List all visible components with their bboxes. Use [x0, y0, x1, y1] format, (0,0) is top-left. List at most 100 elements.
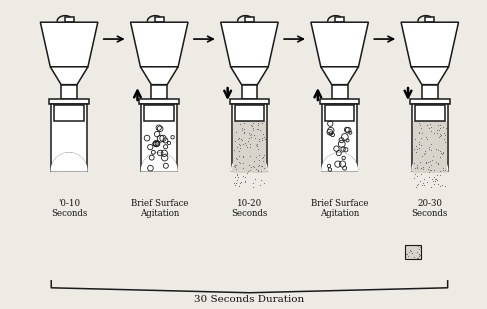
Point: [240, 126, 247, 131]
Point: [415, 130, 423, 135]
Polygon shape: [311, 22, 368, 67]
Point: [418, 131, 426, 136]
Point: [431, 179, 438, 184]
Point: [411, 161, 418, 166]
Point: [427, 162, 435, 167]
Bar: [230, 99, 269, 104]
Point: [411, 254, 418, 259]
Point: [426, 121, 434, 126]
Point: [249, 181, 257, 186]
Point: [249, 185, 257, 190]
Point: [439, 151, 447, 156]
Point: [246, 132, 254, 137]
Point: [254, 126, 262, 131]
Point: [417, 126, 425, 131]
Point: [425, 125, 433, 130]
Point: [433, 172, 441, 177]
Point: [415, 252, 423, 257]
Point: [441, 140, 449, 145]
Point: [433, 177, 441, 182]
Point: [241, 180, 249, 184]
Point: [436, 154, 444, 159]
Point: [414, 244, 422, 249]
Point: [416, 159, 424, 164]
Point: [435, 128, 443, 133]
Point: [433, 130, 441, 135]
Point: [409, 251, 416, 256]
Bar: [415, 105, 445, 121]
Point: [422, 159, 430, 164]
Point: [424, 167, 431, 172]
Point: [410, 147, 418, 152]
Point: [415, 251, 423, 256]
Point: [246, 142, 254, 147]
Point: [236, 142, 244, 147]
Point: [436, 168, 444, 173]
Point: [255, 139, 263, 144]
Polygon shape: [40, 22, 98, 67]
Point: [423, 137, 431, 142]
Point: [430, 178, 437, 183]
Point: [230, 148, 238, 153]
Polygon shape: [231, 67, 268, 85]
Point: [419, 166, 427, 171]
Point: [231, 183, 239, 188]
Point: [253, 143, 261, 148]
Polygon shape: [131, 22, 188, 67]
Point: [415, 146, 423, 151]
Point: [254, 121, 262, 126]
Text: Brief Surface
Agitation: Brief Surface Agitation: [311, 199, 368, 218]
Polygon shape: [51, 153, 87, 171]
Point: [414, 182, 422, 187]
Point: [249, 125, 257, 130]
Point: [257, 178, 265, 183]
Bar: [51, 104, 87, 171]
Bar: [425, 17, 434, 22]
Point: [426, 164, 433, 169]
Point: [261, 136, 269, 141]
Point: [252, 143, 260, 148]
Bar: [242, 85, 257, 99]
Text: 30 Seconds Duration: 30 Seconds Duration: [194, 295, 304, 304]
Bar: [320, 99, 359, 104]
Point: [412, 249, 420, 254]
Point: [242, 143, 250, 148]
Point: [428, 148, 435, 153]
Point: [422, 161, 430, 166]
Point: [243, 170, 251, 175]
Point: [244, 169, 251, 174]
Point: [249, 163, 257, 168]
Point: [260, 153, 267, 158]
Point: [250, 158, 258, 163]
Point: [420, 182, 428, 187]
Polygon shape: [233, 154, 266, 171]
Point: [249, 120, 257, 125]
Point: [413, 173, 421, 178]
Point: [257, 163, 265, 168]
Point: [412, 185, 420, 190]
Bar: [335, 17, 344, 22]
Point: [405, 250, 413, 255]
Point: [238, 128, 246, 133]
Point: [428, 142, 435, 147]
Bar: [233, 121, 266, 173]
Point: [242, 140, 249, 145]
Point: [254, 169, 262, 174]
Point: [236, 180, 244, 185]
Point: [246, 167, 254, 172]
Polygon shape: [401, 22, 459, 67]
Bar: [232, 104, 267, 171]
Point: [413, 147, 421, 152]
Bar: [155, 17, 164, 22]
Point: [259, 159, 267, 164]
Point: [416, 122, 424, 127]
Point: [236, 146, 244, 151]
Point: [255, 157, 263, 162]
Point: [232, 180, 240, 185]
Point: [245, 136, 253, 141]
Point: [234, 145, 242, 150]
Point: [432, 159, 440, 164]
Point: [235, 154, 243, 159]
Point: [231, 163, 239, 167]
Bar: [139, 99, 179, 104]
